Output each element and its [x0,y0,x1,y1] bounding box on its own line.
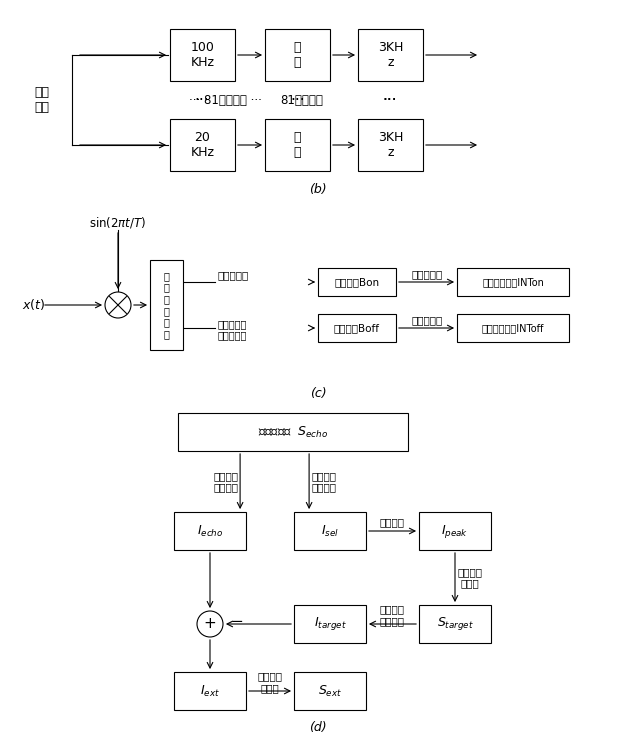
Text: $I_{echo}$: $I_{echo}$ [197,524,223,539]
Text: 输入
信号: 输入 信号 [34,86,50,114]
Bar [358,119,423,171]
Text: $S_{ext}$: $S_{ext}$ [318,684,342,698]
Text: ···: ··· [195,92,209,108]
Text: 81个滤波器: 81个滤波器 [280,94,324,106]
Text: 基全通向
量卷积: 基全通向 量卷积 [258,671,282,692]
Bar [419,512,491,550]
Text: $S_{target}$: $S_{target}$ [436,615,473,632]
Text: 融合初始模式INTon: 融合初始模式INTon [482,277,544,287]
Text: 初始模式Bon: 初始模式Bon [335,277,380,287]
Text: 整
流: 整 流 [294,41,301,69]
Text: 峰值提取: 峰值提取 [380,517,405,527]
Text: ···: ··· [383,92,398,108]
Bar [457,314,569,342]
Text: 100
KHz: 100 KHz [191,41,214,69]
Text: 整
流: 整 流 [294,131,301,159]
Text: +: + [204,617,216,632]
Bar [178,413,408,451]
Text: 基全通向
量解卷积: 基全通向 量解卷积 [213,471,238,493]
Text: 回波谱模式  $S_{echo}$: 回波谱模式 $S_{echo}$ [258,424,328,440]
Bar [318,314,396,342]
Text: (b): (b) [309,184,327,196]
Bar [358,29,423,81]
Bar [170,29,235,81]
Bar [457,268,569,296]
Text: (d): (d) [309,721,327,735]
Text: ··· 81个滤波器 ···: ··· 81个滤波器 ··· [188,94,261,106]
Text: 通道间融合: 通道间融合 [411,269,443,279]
Text: 基全通向
量解卷积: 基全通向 量解卷积 [380,604,405,626]
Text: $I_{peak}$: $I_{peak}$ [441,522,469,539]
Text: −: − [230,614,243,629]
Bar [294,512,366,550]
Text: 3KH
z: 3KH z [378,131,403,159]
Text: 基选通向
量解卷积: 基选通向 量解卷积 [311,471,336,493]
Circle shape [105,292,131,318]
Text: ···: ··· [383,92,398,108]
Text: 取负值部分
并取绝对值: 取负值部分 并取绝对值 [218,319,247,340]
Bar [294,605,366,643]
Bar [265,29,330,81]
Text: 偏移模式Boff: 偏移模式Boff [334,323,380,333]
Text: $x(t)$: $x(t)$ [22,297,45,313]
Text: $\sin(2\pi t/T)$: $\sin(2\pi t/T)$ [89,215,147,230]
Text: 融合偏移模式INToff: 融合偏移模式INToff [482,323,544,333]
Bar [174,672,246,710]
Bar [170,119,235,171]
Text: (c): (c) [310,386,326,400]
Text: $I_{sel}$: $I_{sel}$ [321,524,339,539]
Bar [294,672,366,710]
Bar [318,268,396,296]
Text: $I_{target}$: $I_{target}$ [314,615,347,632]
Text: 3KH
z: 3KH z [378,41,403,69]
Text: 20
KHz: 20 KHz [191,131,214,159]
Text: 蝙
蝠
耳
廓
滤
波: 蝙 蝠 耳 廓 滤 波 [163,271,169,339]
Text: ···: ··· [291,92,305,108]
Text: 取正值部分: 取正值部分 [218,270,249,280]
Bar [419,605,491,643]
Bar [265,119,330,171]
Circle shape [197,611,223,637]
Text: 通道间融合: 通道间融合 [411,315,443,325]
Bar [174,512,246,550]
Bar [150,260,183,350]
Text: 基全通向
量卷积: 基全通向 量卷积 [457,567,482,588]
Text: $I_{ext}$: $I_{ext}$ [200,684,220,698]
